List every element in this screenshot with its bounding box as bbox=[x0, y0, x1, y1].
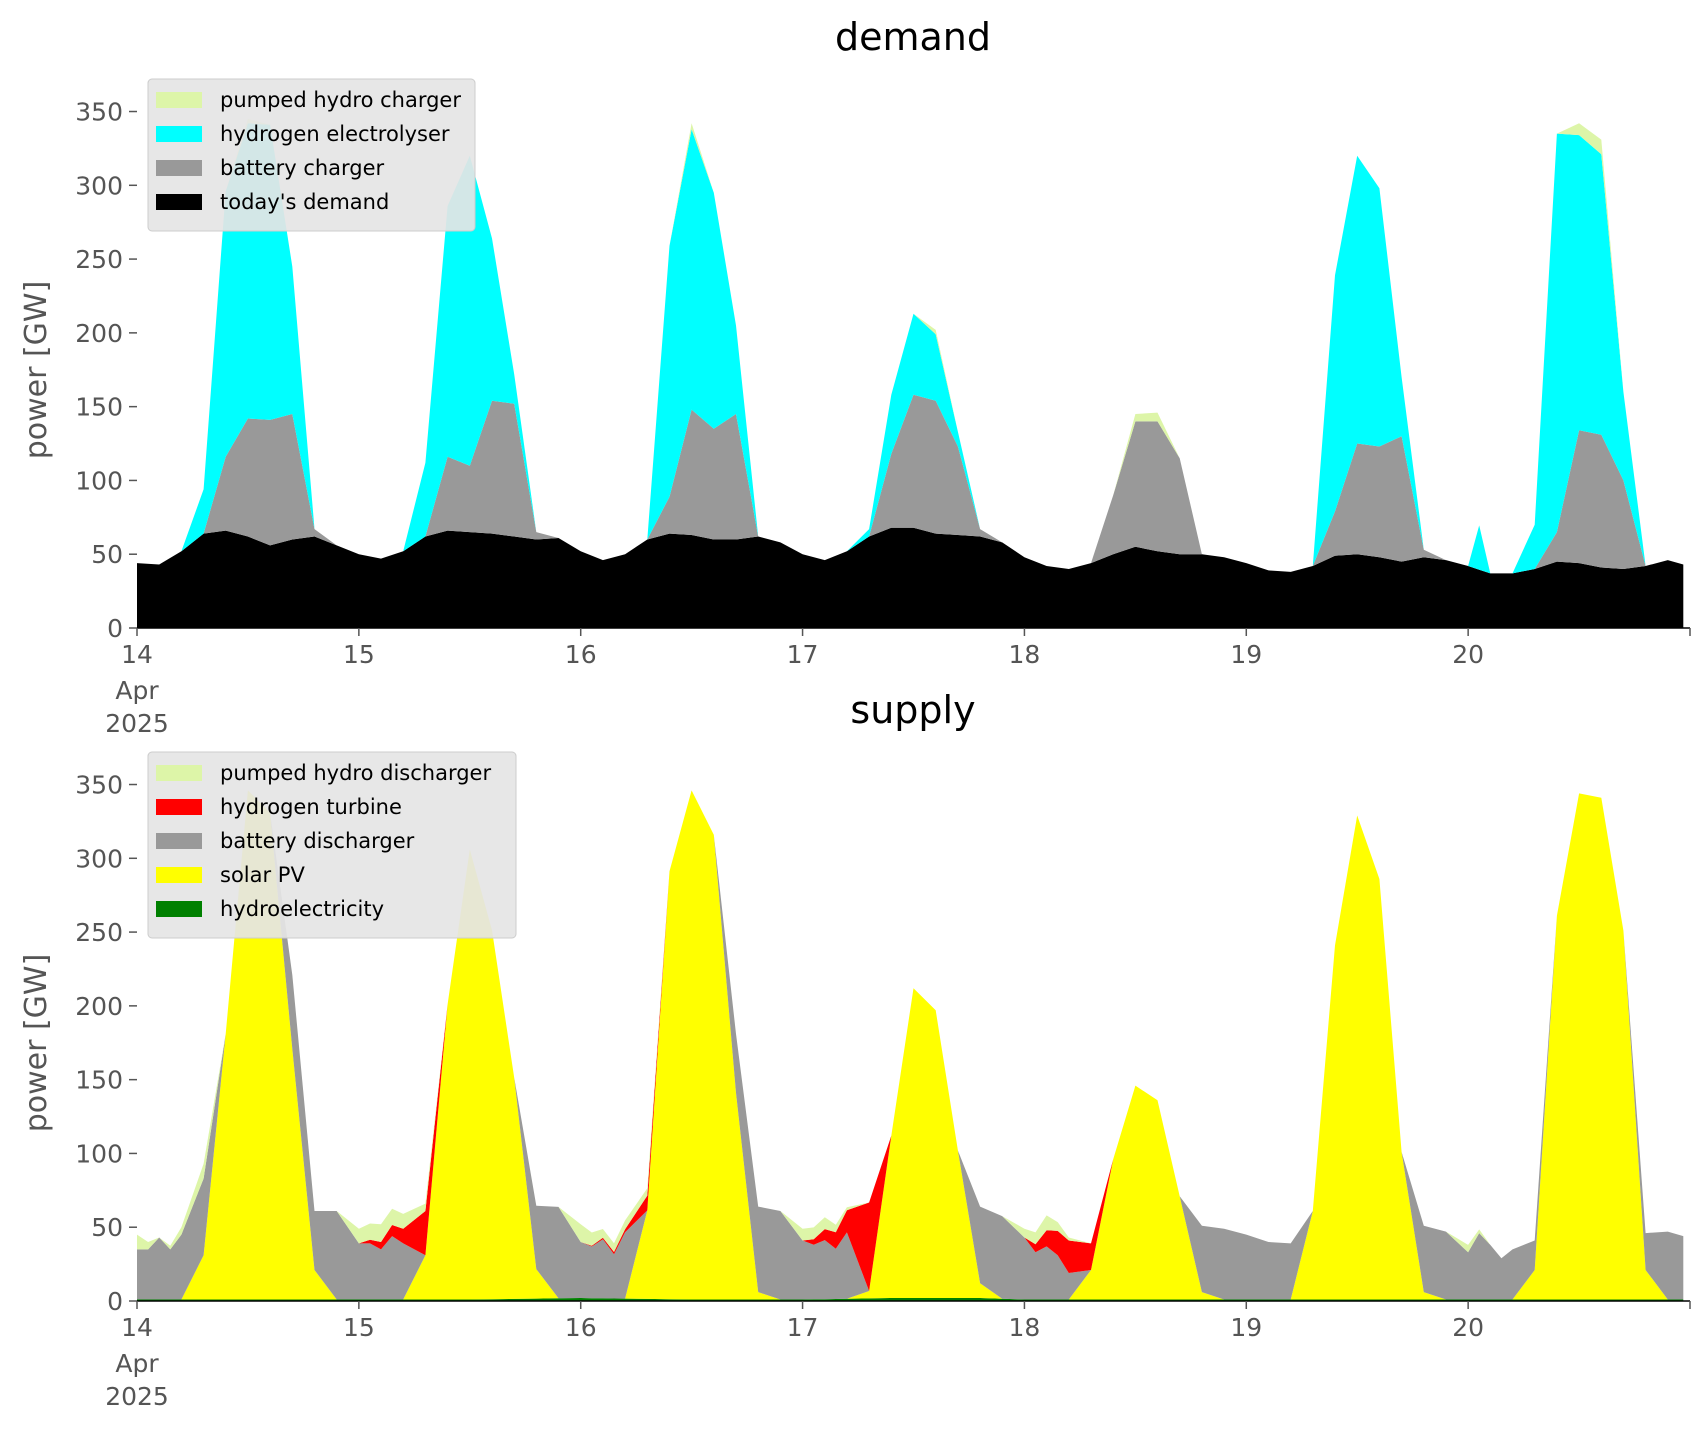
supply-x-tick-label: 18 bbox=[1009, 1313, 1041, 1342]
demand-axes: 0 50 100 150 200 250 300 350 14 Apr 2025 15 16 17 18 19… bbox=[75, 98, 1691, 738]
demand-area-layers bbox=[137, 118, 1684, 628]
demand-legend-box bbox=[147, 78, 476, 232]
demand-series-today-s-demand bbox=[137, 527, 1684, 628]
supply-x-tick-label: 14 bbox=[121, 1313, 153, 1342]
demand-legend-label-battery-charger: battery charger bbox=[220, 156, 385, 180]
demand-legend-label-pumped-hydro-charger: pumped hydro charger bbox=[220, 88, 461, 112]
supply-x-tick-label: 19 bbox=[1230, 1313, 1262, 1342]
supply-legend-swatch-hydrogen-turbine bbox=[156, 799, 202, 815]
supply-axes: 0 50 100 150 200 250 300 350 14 Apr 2025 15 16 17 18 19… bbox=[75, 771, 1691, 1411]
demand-x-tick-label: 19 bbox=[1230, 640, 1262, 669]
supply-y-axis-label: power [GW] bbox=[19, 954, 54, 1133]
supply-series-battery-discharger bbox=[137, 790, 1684, 1300]
demand-x-tick-sublabel: 2025 bbox=[105, 709, 169, 738]
demand-chart-title: demand bbox=[835, 15, 991, 59]
demand-x-tick-label: 17 bbox=[787, 640, 819, 669]
supply-series-solar-pv bbox=[137, 790, 1684, 1300]
supply-panel: supply power [GW] 0 50 100 150 200 250 300 350 1… bbox=[19, 688, 1691, 1411]
supply-x-tick-label: 15 bbox=[343, 1313, 375, 1342]
supply-y-tick-label: 200 bbox=[75, 992, 123, 1021]
supply-legend-label-pumped-hydro-discharger: pumped hydro discharger bbox=[220, 761, 491, 785]
demand-y-tick-label: 100 bbox=[75, 466, 123, 495]
supply-legend-label-hydrogen-turbine: hydrogen turbine bbox=[220, 795, 402, 819]
supply-x-tick-label: 20 bbox=[1452, 1313, 1484, 1342]
supply-legend-label-battery-discharger: battery discharger bbox=[220, 829, 415, 853]
supply-y-tick-label: 300 bbox=[75, 844, 123, 873]
demand-legend-swatch-hydrogen-electrolyser bbox=[156, 126, 202, 142]
demand-y-tick-label: 0 bbox=[107, 614, 123, 643]
supply-y-tick-label: 50 bbox=[91, 1213, 123, 1242]
demand-y-tick-label: 50 bbox=[91, 540, 123, 569]
demand-legend-label-hydrogen-electrolyser: hydrogen electrolyser bbox=[220, 122, 450, 146]
demand-legend: pumped hydro charger hydrogen electrolyse… bbox=[147, 78, 476, 232]
supply-legend: pumped hydro discharger hydrogen turbine b… bbox=[147, 751, 517, 939]
demand-panel: demand power [GW] 0 50 100 150 200 250 300 350 1… bbox=[19, 15, 1691, 738]
demand-x-tick-label: 18 bbox=[1009, 640, 1041, 669]
supply-y-tick-label: 250 bbox=[75, 918, 123, 947]
demand-y-tick-label: 350 bbox=[75, 98, 123, 127]
supply-y-tick-label: 350 bbox=[75, 771, 123, 800]
demand-legend-swatch-pumped-hydro-charger bbox=[156, 92, 202, 108]
supply-legend-swatch-hydroelectricity bbox=[156, 901, 202, 917]
demand-legend-label-today-s-demand: today's demand bbox=[220, 190, 389, 214]
supply-legend-swatch-battery-discharger bbox=[156, 833, 202, 849]
supply-x-tick-label: 16 bbox=[565, 1313, 597, 1342]
supply-legend-swatch-pumped-hydro-discharger bbox=[156, 765, 202, 781]
supply-chart-title: supply bbox=[850, 688, 975, 732]
demand-y-tick-label: 300 bbox=[75, 171, 123, 200]
supply-legend-box bbox=[147, 751, 517, 939]
demand-legend-swatch-battery-charger bbox=[156, 160, 202, 176]
demand-x-tick-label: 14 bbox=[121, 640, 153, 669]
demand-y-axis-label: power [GW] bbox=[19, 281, 54, 460]
demand-x-tick-label: 20 bbox=[1452, 640, 1484, 669]
supply-y-tick-label: 0 bbox=[107, 1287, 123, 1316]
demand-series-battery-charger bbox=[137, 394, 1684, 574]
supply-legend-label-solar-pv: solar PV bbox=[220, 863, 305, 887]
supply-legend-swatch-solar-pv bbox=[156, 867, 202, 883]
supply-x-tick-sublabel: 2025 bbox=[105, 1382, 169, 1411]
demand-x-tick-label: 15 bbox=[343, 640, 375, 669]
demand-y-tick-label: 150 bbox=[75, 393, 123, 422]
supply-y-tick-label: 100 bbox=[75, 1139, 123, 1168]
supply-x-tick-sublabel: Apr bbox=[115, 1349, 159, 1378]
demand-y-tick-label: 200 bbox=[75, 319, 123, 348]
demand-x-tick-label: 16 bbox=[565, 640, 597, 669]
demand-y-tick-label: 250 bbox=[75, 245, 123, 274]
demand-x-tick-sublabel: Apr bbox=[115, 676, 159, 705]
demand-legend-swatch-today-s-demand bbox=[156, 194, 202, 210]
supply-x-tick-label: 17 bbox=[787, 1313, 819, 1342]
demand-series-hydrogen-electrolyser bbox=[137, 123, 1684, 574]
supply-y-tick-label: 150 bbox=[75, 1066, 123, 1095]
supply-legend-label-hydroelectricity: hydroelectricity bbox=[220, 897, 384, 921]
